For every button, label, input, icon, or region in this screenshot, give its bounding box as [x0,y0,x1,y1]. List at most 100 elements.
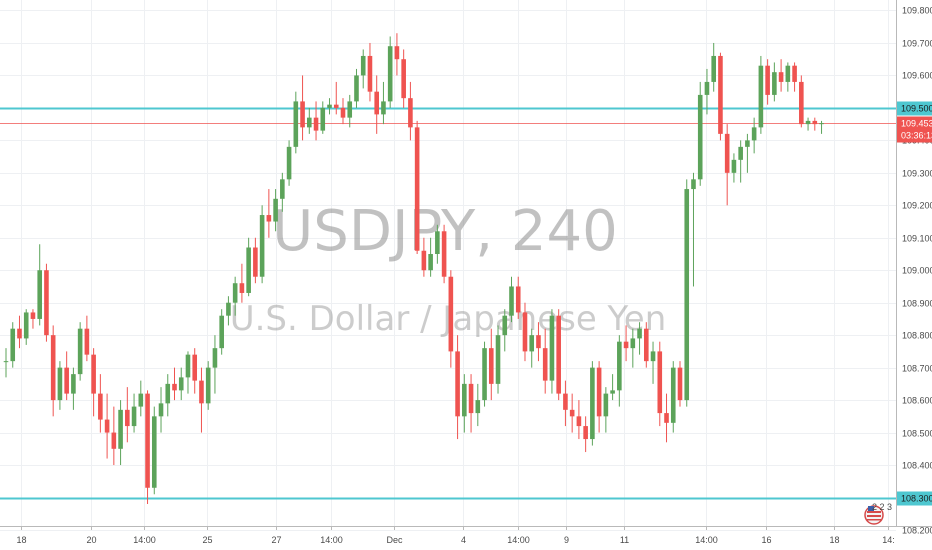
candle [475,383,481,427]
candle-body [657,351,663,414]
time-tick-label: 27 [271,535,281,545]
candle [71,367,76,410]
candle [151,406,157,495]
candle-body [812,120,818,125]
current-price-badge [897,116,932,143]
candle [408,81,413,141]
candle [563,380,568,427]
candle-body [77,328,83,375]
time-tick-label: 18 [16,535,26,545]
candle [125,387,130,443]
time-tick-label: 14:00 [133,535,156,545]
candle-body [441,231,447,277]
candle-body [738,146,743,160]
candle-body [307,117,312,128]
candle-body [340,107,346,118]
price-tick-label: 109.300 [902,169,932,179]
candle-body [495,335,501,384]
candle-body [266,215,272,222]
candle-body [3,361,9,363]
candle [529,328,535,368]
candle-body [23,312,29,339]
time-tick-label: Dec [386,535,403,545]
candle [697,81,703,186]
candle [684,179,690,407]
candle-body [138,393,144,407]
candle-body [724,133,730,173]
candle-body [91,354,96,394]
candle [253,237,258,284]
candle-body [785,65,791,82]
time-tick-label: 20 [86,535,96,545]
current-price-label: 109.453 [901,119,932,129]
candle [266,189,272,238]
candle-body [428,254,433,271]
candle [273,189,278,232]
candle-body [212,348,218,368]
candle-body [253,247,258,277]
candle-body [731,159,737,173]
candle [772,62,777,102]
candle-body [165,383,171,404]
candle [677,361,683,407]
candle [401,49,406,108]
horizontal-levels[interactable] [0,107,896,500]
candle-body [232,283,238,303]
candle-body [522,312,528,352]
candle [57,361,63,410]
candle-body [691,179,696,190]
candle [745,133,750,173]
candle-body [71,374,76,394]
candle [785,62,791,92]
candle [219,309,224,355]
time-tick-label: 18 [829,535,839,545]
candle [246,237,251,297]
candle-body [125,409,130,427]
flag-badge-icon[interactable]: 2 2 3 [864,502,892,525]
price-tick-label: 108.700 [902,364,932,374]
candle [704,68,710,115]
candle-body [401,59,406,99]
candle [812,117,818,131]
candle [374,75,379,134]
candle-body [50,335,56,401]
candle-body [805,120,811,125]
candle-body [792,65,797,82]
time-axis[interactable]: 18 20 14:00 25 27 14:00 Dec 4 14:00 9 11 14:00 16 18 1… [16,526,895,545]
price-tick-label: 109.000 [902,266,932,276]
candle-body [435,231,440,254]
price-tick-label: 108.800 [902,331,932,341]
candle-body [677,367,683,401]
candle [172,367,177,401]
time-tick-label: 14:00 [695,535,718,545]
candle-body [596,367,602,417]
candle-body [286,146,292,180]
candle [421,237,427,277]
candle [178,367,184,401]
candle [542,328,548,394]
candle-body [556,315,561,394]
candle [192,348,198,394]
candle [394,33,400,76]
candle [468,374,474,433]
candle-body [374,91,379,115]
price-axis-labels: 109.500 108.300 109.453 03:36:13 [897,101,932,506]
candle-body [104,419,110,433]
candle-body [482,348,487,401]
candle [205,361,211,410]
candle-body [354,75,359,102]
candle [185,351,191,394]
candle-body [751,127,757,141]
price-tick-label: 108.200 [902,526,932,536]
time-tick-label: 25 [202,535,212,545]
candle [44,263,49,342]
candle [340,98,346,125]
candle-body [704,81,710,95]
candle [590,361,595,446]
candle [91,348,96,417]
time-tick-label: 9 [564,535,569,545]
level-price-label: 108.300 [901,494,932,504]
candle [758,55,764,134]
